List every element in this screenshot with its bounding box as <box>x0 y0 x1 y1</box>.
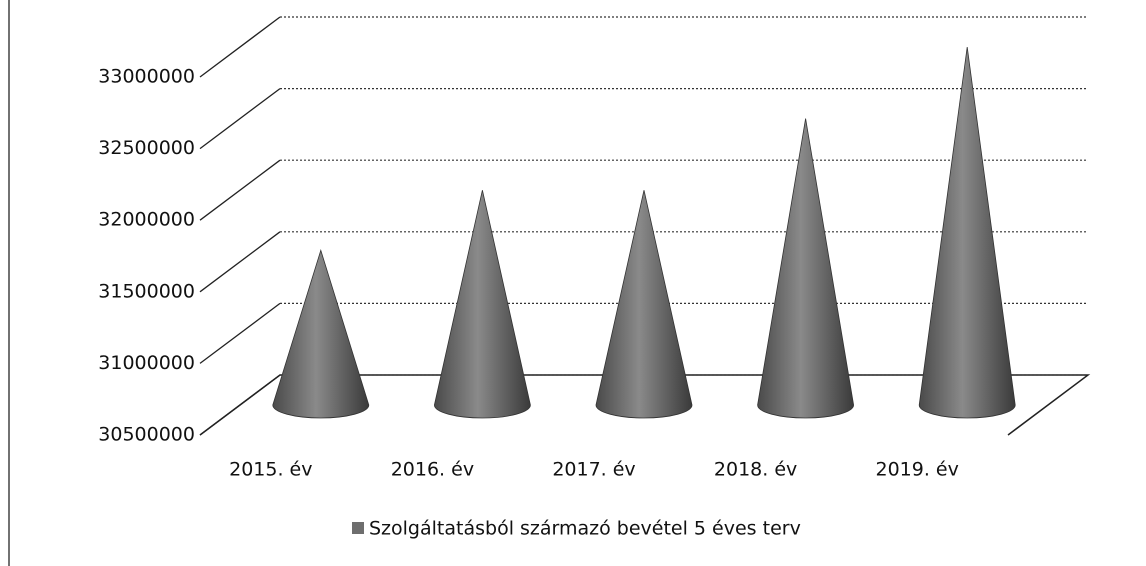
y-tick-label: 32500000 <box>98 137 195 159</box>
grid-line-side <box>199 231 281 293</box>
legend-swatch <box>352 522 364 534</box>
x-tick-label: 2018. év <box>714 459 797 481</box>
cone <box>757 118 855 419</box>
x-tick-label: 2019. év <box>876 459 959 481</box>
y-tick-label: 33000000 <box>98 66 195 88</box>
grid-line-side <box>199 16 281 78</box>
grid-line-side <box>199 374 281 436</box>
grid-line-side <box>199 302 281 364</box>
legend-label: Szolgáltatásból származó bevétel 5 éves … <box>369 518 801 540</box>
x-tick-label: 2016. év <box>391 459 474 481</box>
y-tick-label: 31500000 <box>98 280 195 302</box>
cone <box>433 190 531 419</box>
y-tick-label: 30500000 <box>98 424 195 446</box>
x-tick-label: 2017. év <box>552 459 635 481</box>
grid-line-side <box>199 88 281 150</box>
y-tick-label: 31000000 <box>98 352 195 374</box>
y-tick-label: 32000000 <box>98 209 195 231</box>
x-tick-label: 2015. év <box>229 459 312 481</box>
grid-line-side <box>199 159 281 221</box>
cone <box>595 190 693 419</box>
cone <box>272 248 370 419</box>
cone <box>918 46 1016 419</box>
